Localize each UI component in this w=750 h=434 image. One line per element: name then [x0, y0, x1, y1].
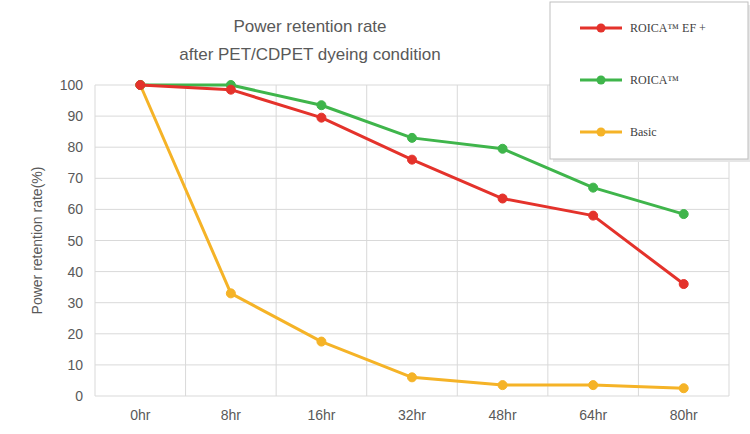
series-marker [136, 81, 145, 90]
x-tick-label: 48hr [489, 407, 517, 423]
series-marker [317, 101, 326, 110]
y-tick-label: 40 [67, 264, 83, 280]
y-tick-label: 20 [67, 326, 83, 342]
y-grid-line [95, 333, 729, 334]
x-tick-label: 0hr [130, 407, 151, 423]
y-tick-label: 90 [67, 108, 83, 124]
legend-marker [597, 128, 606, 137]
y-tick-label: 10 [67, 357, 83, 373]
series-line [140, 85, 683, 388]
x-tick-label: 16hr [307, 407, 335, 423]
series-marker [226, 289, 235, 298]
legend-label: ROICA™ [630, 73, 679, 87]
x-tick-label: 32hr [398, 407, 426, 423]
series-marker [589, 381, 598, 390]
y-tick-label: 70 [67, 170, 83, 186]
legend-box [550, 2, 748, 159]
series-marker [589, 183, 598, 192]
y-tick-label: 50 [67, 233, 83, 249]
x-tick-label: 8hr [221, 407, 242, 423]
legend-label: ROICA™ EF + [630, 21, 706, 35]
legend-marker [597, 76, 606, 85]
x-tick-label: 64hr [579, 407, 607, 423]
chart-svg: Power retention rate after PET/CDPET dyei… [0, 0, 750, 434]
series-marker [589, 211, 598, 220]
y-tick-label: 60 [67, 201, 83, 217]
category-divider [95, 85, 96, 396]
category-divider [366, 85, 367, 396]
legend-label: Basic [630, 125, 657, 139]
series-marker [136, 81, 145, 90]
y-grid-line [95, 240, 729, 241]
y-tick-label: 80 [67, 139, 83, 155]
series-marker [498, 144, 507, 153]
series-marker [679, 384, 688, 393]
y-grid-line [95, 271, 729, 272]
chart-container: Power retention rate after PET/CDPET dyei… [0, 0, 750, 434]
category-divider [185, 85, 186, 396]
chart-subtitle: after PET/CDPET dyeing condition [179, 45, 440, 64]
series-marker [679, 210, 688, 219]
y-grid-line [95, 209, 729, 210]
series-marker [136, 81, 145, 90]
legend: ROICA™ EF + ROICA™ Basic [550, 2, 750, 162]
y-axis-label: Power retention rate(%) [29, 167, 45, 315]
series-marker [317, 337, 326, 346]
series-marker [498, 194, 507, 203]
category-divider [276, 85, 277, 396]
y-tick-label: 0 [75, 388, 83, 404]
series-marker [226, 85, 235, 94]
y-grid-line [95, 178, 729, 179]
series-marker [498, 381, 507, 390]
y-tick-label: 100 [60, 77, 84, 93]
y-tick-label: 30 [67, 295, 83, 311]
y-grid-line [95, 396, 729, 397]
grid [95, 85, 729, 396]
series-marker [679, 280, 688, 289]
legend-marker [597, 24, 606, 33]
chart-title: Power retention rate [233, 17, 386, 36]
y-grid-line [95, 364, 729, 365]
y-grid-line [95, 302, 729, 303]
series-marker [317, 113, 326, 122]
series-marker [408, 373, 417, 382]
series-marker [408, 133, 417, 142]
x-tick-label: 80hr [670, 407, 698, 423]
category-divider [547, 85, 548, 396]
series-marker [408, 155, 417, 164]
category-divider [457, 85, 458, 396]
